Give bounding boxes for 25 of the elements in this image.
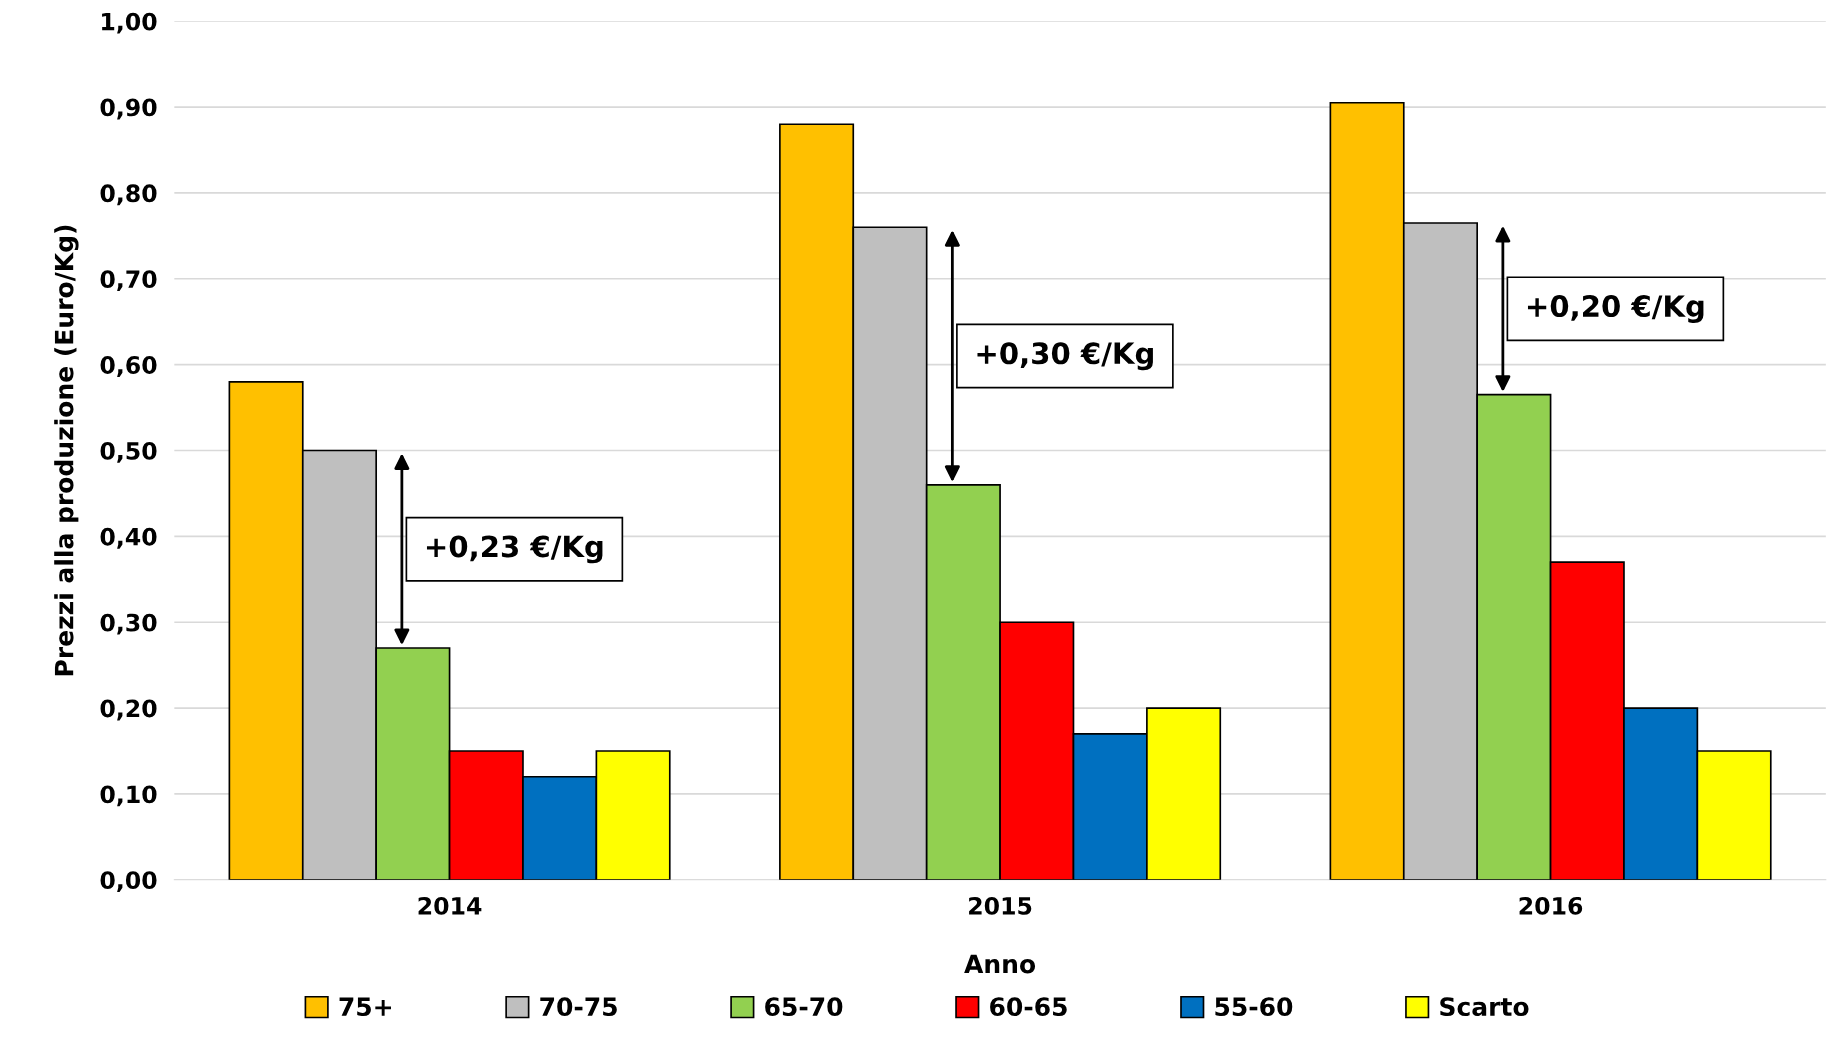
y-tick-label: 1,00 xyxy=(102,12,157,34)
y-tick-label: 0,60 xyxy=(100,356,157,377)
legend-label: 75+ xyxy=(339,997,391,1017)
y-tick-label: 0,10 xyxy=(100,785,157,807)
legend-label: Scarto xyxy=(1440,997,1529,1017)
y-axis-title: Prezzi alla produzione (Euro/Kg) xyxy=(54,225,79,676)
legend-label: 70-75 xyxy=(540,997,617,1017)
y-tick-label: 0,70 xyxy=(100,270,157,292)
y-tick-label: 0,20 xyxy=(100,699,157,721)
y-tick-label: 0,90 xyxy=(100,98,157,120)
x-tick-label: 2015 xyxy=(969,896,1032,915)
y-tick-label: 0,00 xyxy=(100,871,157,893)
annotation: +0,30 €/Kg xyxy=(977,342,1153,371)
annotation: +0,20 €/Kg xyxy=(1527,295,1704,323)
y-tick-label: 0,30 xyxy=(100,613,157,635)
x-tick-label: 2016 xyxy=(1519,896,1583,915)
x-tick-label: 2014 xyxy=(418,896,482,915)
x-axis-title: Anno xyxy=(964,954,1036,974)
legend-label: 60-65 xyxy=(990,997,1067,1017)
legend-label: 55-60 xyxy=(1215,997,1293,1017)
annotation: +0,23 €/Kg xyxy=(426,535,603,564)
y-tick-label: 0,50 xyxy=(100,441,157,463)
legend-label: 65-70 xyxy=(765,997,843,1017)
y-tick-label: 0,40 xyxy=(100,527,157,549)
y-tick-label: 0,80 xyxy=(100,184,157,206)
